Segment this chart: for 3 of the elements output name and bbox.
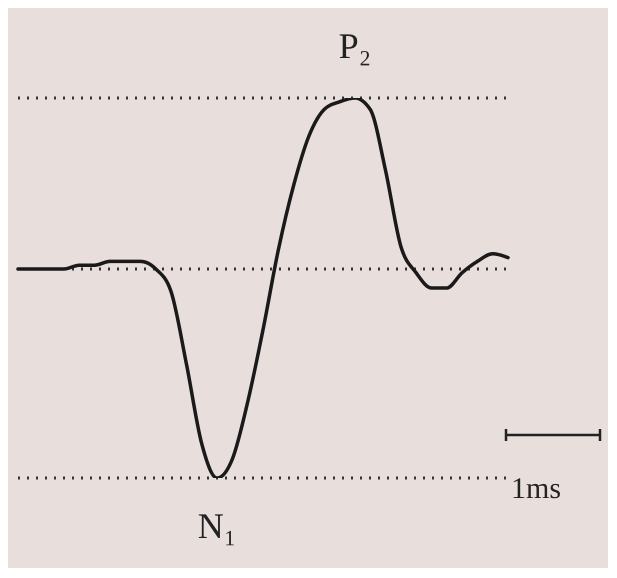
text: P₂ xyxy=(338,26,372,66)
text: 1ms xyxy=(511,472,562,506)
text: N₁ xyxy=(198,506,236,546)
